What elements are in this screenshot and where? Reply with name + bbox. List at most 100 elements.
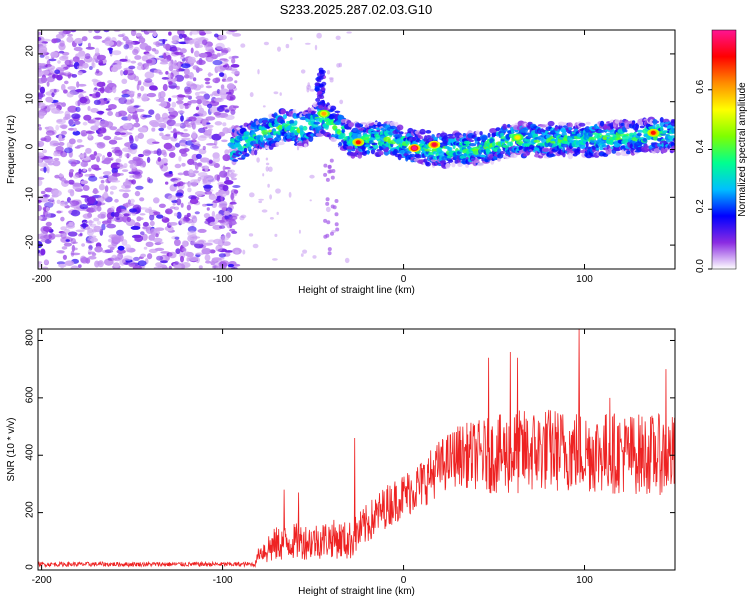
heatmap-cell [103, 135, 112, 141]
heatmap-cell [133, 75, 139, 82]
heatmap-cell [333, 138, 338, 141]
heatmap-cell [114, 135, 118, 139]
heatmap-cell [111, 167, 119, 174]
heatmap-cell [160, 251, 170, 254]
heatmap-cell [424, 149, 432, 152]
heatmap-cell [451, 161, 456, 168]
heatmap-cell [187, 230, 197, 237]
heatmap-cell [53, 89, 57, 93]
heatmap-cell [240, 214, 247, 219]
heatmap-cell [124, 69, 129, 75]
heatmap-cell [110, 180, 121, 183]
heatmap-cell [477, 162, 484, 167]
heatmap-cell [165, 133, 171, 137]
heatmap-cell [136, 65, 144, 71]
heatmap-cell [96, 81, 106, 88]
heatmap-cell [219, 72, 225, 77]
heatmap-cell [239, 145, 243, 150]
y-tick-label: 400 [25, 443, 36, 460]
heatmap-cell [334, 110, 341, 114]
heatmap-cell [136, 83, 140, 91]
heatmap-cell [219, 191, 227, 198]
heatmap-cell [194, 44, 204, 48]
heatmap-cell [334, 222, 339, 227]
heatmap-cell [334, 212, 339, 217]
heatmap-cell [318, 83, 324, 88]
heatmap-cell [158, 203, 166, 208]
heatmap-cell [261, 117, 269, 121]
heatmap-cell [211, 257, 222, 261]
heatmap-cell [325, 206, 331, 213]
heatmap-cell [216, 89, 221, 94]
heatmap-cell [153, 197, 160, 204]
heatmap-cell [162, 39, 166, 44]
heatmap-cell [222, 64, 228, 68]
heatmap-cell [199, 134, 210, 139]
heatmap-cell [50, 51, 59, 58]
heatmap-cell [97, 127, 107, 134]
heatmap-cell [181, 137, 191, 141]
heatmap-cell [479, 131, 483, 136]
heatmap-cell [335, 227, 340, 232]
heatmap-cell [58, 31, 67, 35]
heatmap-cell [145, 241, 154, 247]
heatmap-cell [115, 158, 122, 163]
heatmap-cell [52, 73, 56, 79]
heatmap-cell [41, 38, 52, 42]
heatmap-cell [174, 261, 179, 265]
heatmap-cell [190, 240, 196, 246]
heatmap-cell [91, 229, 98, 233]
heatmap-cell [160, 260, 168, 264]
heatmap-cell [129, 135, 134, 141]
heatmap-cell [82, 185, 90, 191]
heatmap-cell [447, 146, 453, 152]
heatmap-cell [134, 135, 139, 142]
heatmap-cell [38, 179, 43, 187]
heatmap-cell [193, 241, 204, 244]
heatmap-cell [408, 153, 417, 158]
heatmap-cell [76, 65, 84, 70]
heatmap-cell [539, 142, 544, 147]
heatmap-cell [133, 256, 140, 261]
heatmap-cell [125, 202, 129, 209]
heatmap-cell [223, 180, 234, 185]
heatmap-cell [139, 197, 145, 202]
heatmap-cell [69, 138, 76, 145]
heatmap-cell [77, 264, 82, 268]
heatmap-cell [354, 132, 362, 139]
heatmap-cell [82, 213, 93, 219]
heatmap-cell [183, 74, 190, 79]
heatmap-cell [171, 101, 177, 108]
heatmap-cell [55, 124, 60, 131]
heatmap-cell [148, 248, 158, 253]
heatmap-cell [125, 244, 131, 251]
heatmap-cell [56, 199, 61, 204]
heatmap-cell [187, 158, 195, 165]
heatmap-cell [45, 55, 50, 60]
heatmap-cell [173, 183, 178, 187]
heatmap-cell [44, 187, 53, 193]
heatmap-cell [69, 200, 80, 206]
heatmap-cell [302, 249, 308, 254]
heatmap-cell [86, 130, 95, 134]
heatmap-cell [624, 129, 628, 133]
heatmap-cell [73, 174, 79, 179]
heatmap-cell [205, 116, 216, 121]
heatmap-cell [132, 173, 143, 179]
heatmap-cell [78, 168, 82, 175]
heatmap-cell [433, 136, 439, 141]
heatmap-cell [56, 210, 62, 214]
heatmap-cell [45, 221, 52, 227]
heatmap-cell [377, 121, 382, 128]
heatmap-cell [258, 118, 263, 124]
heatmap-cell [92, 35, 103, 40]
y-tick-label: -20 [25, 234, 36, 249]
heatmap-cell [176, 198, 182, 206]
heatmap-cell [93, 30, 101, 34]
heatmap-cell [330, 231, 334, 236]
heatmap-cell [234, 80, 238, 84]
heatmap-cell [157, 157, 162, 162]
heatmap-cell [83, 114, 92, 121]
heatmap-cell [93, 151, 98, 156]
heatmap-cell [327, 164, 332, 169]
